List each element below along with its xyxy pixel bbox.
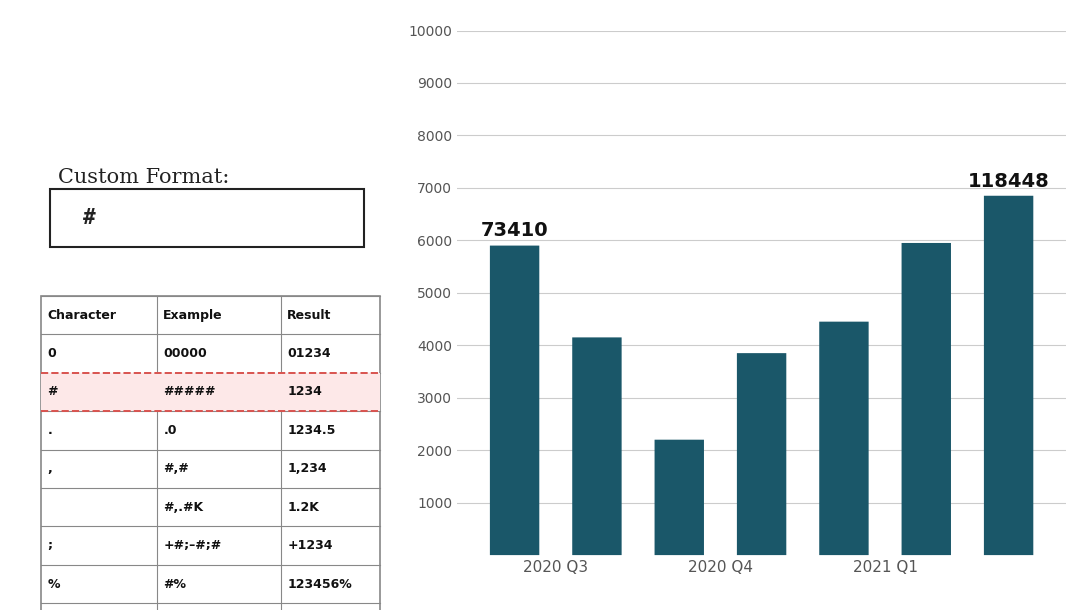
Text: 123456%: 123456% (287, 578, 353, 590)
Text: 1,234: 1,234 (287, 462, 327, 475)
FancyBboxPatch shape (819, 321, 868, 555)
Text: #,#: #,# (163, 462, 189, 475)
Text: 1234: 1234 (287, 386, 322, 398)
Text: .0: .0 (163, 424, 177, 437)
Text: #####: ##### (163, 386, 215, 398)
Text: +1234: +1234 (287, 539, 333, 552)
Text: 00000: 00000 (163, 347, 207, 360)
FancyBboxPatch shape (984, 196, 1034, 555)
Text: #,.#K: #,.#K (163, 501, 203, 514)
Text: 73410: 73410 (481, 221, 548, 240)
Text: 1234.5: 1234.5 (287, 424, 336, 437)
FancyBboxPatch shape (737, 353, 787, 555)
FancyBboxPatch shape (902, 243, 951, 555)
FancyBboxPatch shape (655, 440, 704, 555)
FancyBboxPatch shape (41, 296, 381, 610)
FancyBboxPatch shape (41, 373, 381, 411)
Text: 118448: 118448 (967, 171, 1050, 190)
Text: Result: Result (287, 309, 332, 321)
Text: ,: , (48, 462, 52, 475)
Text: #%: #% (163, 578, 186, 590)
Text: 0: 0 (48, 347, 57, 360)
Text: Custom Format:: Custom Format: (58, 168, 230, 187)
Text: +#;–#;#: +#;–#;# (163, 539, 222, 552)
Text: 01234: 01234 (287, 347, 331, 360)
Text: .: . (48, 424, 52, 437)
Text: Example: Example (163, 309, 223, 321)
Text: Character: Character (48, 309, 116, 321)
Text: 1.2K: 1.2K (287, 501, 319, 514)
FancyBboxPatch shape (490, 246, 540, 555)
Text: #: # (83, 208, 96, 228)
FancyBboxPatch shape (572, 337, 621, 555)
FancyBboxPatch shape (50, 189, 363, 247)
Text: %: % (48, 578, 60, 590)
Text: #: # (48, 386, 58, 398)
Text: ;: ; (48, 539, 52, 552)
